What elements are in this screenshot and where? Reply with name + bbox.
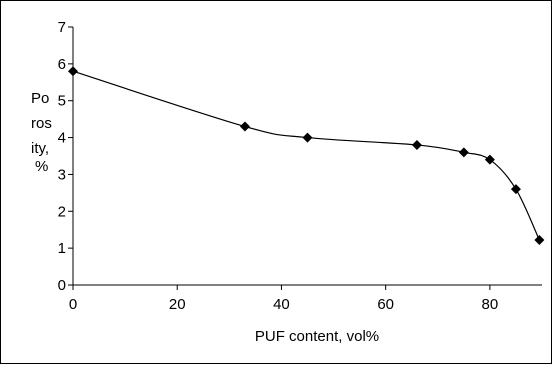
y-axis-label-line: ity, [31,140,49,157]
y-tick-label: 7 [58,19,66,36]
y-tick-label: 2 [58,203,66,220]
x-tick-label: 60 [377,296,394,313]
ticks: 0 1 2 3 4 5 6 7 0 20 40 60 80 [58,19,499,313]
data-point-diamond [458,147,469,158]
y-tick-label: 4 [58,130,66,147]
x-axis-label: PUF content, vol% [255,328,379,345]
x-tick-label: 40 [273,296,290,313]
data-point-diamond [302,132,313,143]
y-tick-label: 0 [58,277,66,294]
data-point-diamond [510,184,521,195]
y-axis-label: Po ros ity, % [31,90,52,175]
data-point-diamond [534,235,545,246]
data-point-diamond [411,139,422,150]
data-point-diamond [68,66,78,77]
y-axis-label-line: Po [31,90,49,107]
data-point-diamond [484,154,495,165]
y-tick-label: 5 [58,93,66,110]
y-axis-label-line: ros [31,115,52,132]
data-point-diamond [239,121,250,132]
x-tick-label: 20 [169,296,186,313]
markers [68,66,545,246]
x-tick-label: 0 [69,296,77,313]
y-tick-label: 3 [58,166,66,183]
y-tick-label: 6 [58,56,66,73]
y-tick-label: 1 [58,240,66,257]
series-line [72,70,540,241]
x-tick-label: 80 [482,296,499,313]
series-line-group [72,70,540,241]
y-axis-label-line: % [35,158,48,175]
axes [72,27,542,286]
